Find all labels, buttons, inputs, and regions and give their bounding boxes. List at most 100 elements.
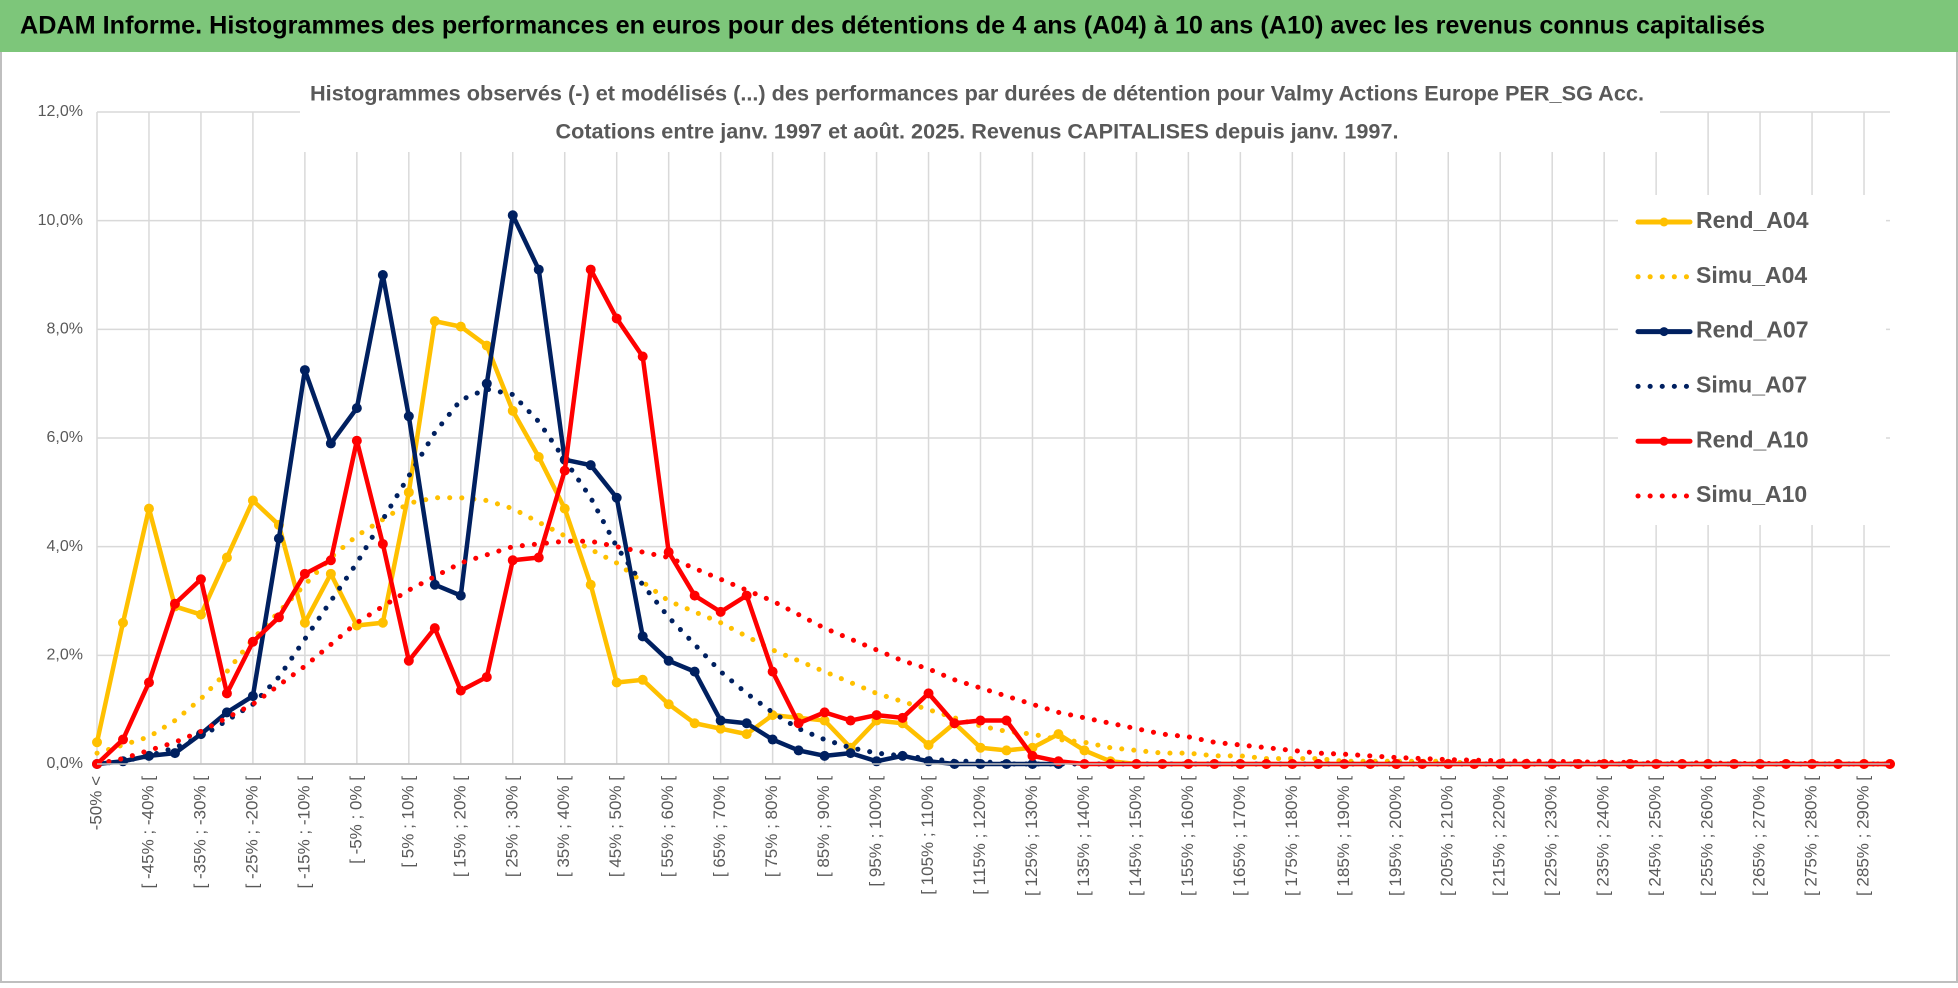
data-point bbox=[741, 729, 752, 740]
x-tick-label: [ 235% ; 240% [ bbox=[1594, 776, 1613, 896]
data-point bbox=[767, 666, 778, 677]
x-tick-label: -50% < bbox=[86, 776, 105, 830]
x-tick-label: [ -45% ; -40% [ bbox=[138, 776, 157, 889]
data-point bbox=[429, 579, 440, 590]
data-point bbox=[533, 264, 544, 275]
data-point bbox=[793, 745, 804, 756]
data-point bbox=[975, 715, 986, 726]
data-point bbox=[92, 737, 102, 748]
data-point bbox=[663, 547, 674, 558]
data-point bbox=[611, 492, 622, 503]
x-tick-label: [ 25% ; 30% [ bbox=[502, 776, 521, 877]
x-tick-label: [ 105% ; 110% [ bbox=[918, 776, 937, 895]
data-point bbox=[507, 405, 518, 416]
legend-label: Simu_A10 bbox=[1696, 481, 1807, 507]
data-point bbox=[221, 552, 232, 563]
data-point bbox=[663, 655, 674, 666]
data-point bbox=[637, 351, 648, 362]
x-tick-label: [ 185% ; 190% [ bbox=[1334, 776, 1353, 896]
data-point bbox=[195, 574, 206, 585]
legend-label: Simu_A07 bbox=[1696, 371, 1807, 397]
x-tick-label: [ 5% ; 10% [ bbox=[398, 776, 417, 868]
data-point bbox=[559, 503, 570, 514]
x-tick-label: [ 35% ; 40% [ bbox=[554, 776, 573, 877]
data-point bbox=[351, 435, 362, 446]
data-point bbox=[767, 734, 778, 745]
x-tick-label: [ 55% ; 60% [ bbox=[658, 776, 677, 877]
data-point bbox=[377, 617, 388, 628]
series-line bbox=[94, 386, 1893, 767]
data-point bbox=[1053, 729, 1064, 740]
x-tick-label: [ 95% ; 100% [ bbox=[866, 776, 885, 887]
data-point bbox=[507, 210, 518, 221]
data-point bbox=[845, 748, 856, 759]
data-point bbox=[247, 636, 258, 647]
data-point bbox=[247, 691, 258, 702]
x-tick-label: [ 85% ; 90% [ bbox=[814, 776, 833, 877]
data-point bbox=[845, 715, 856, 726]
x-tick-label: [ 115% ; 120% [ bbox=[970, 776, 989, 895]
data-point bbox=[455, 321, 466, 332]
y-tick-label: 12,0% bbox=[38, 103, 83, 120]
data-point bbox=[247, 495, 258, 506]
x-tick-label: [ -5% ; 0% [ bbox=[346, 776, 365, 864]
data-point bbox=[221, 688, 232, 699]
legend: Rend_A04 Simu_A04 Rend_A07 Simu_A07 Rend_A10… bbox=[1635, 207, 1809, 507]
x-tick-label: [ -35% ; -30% [ bbox=[190, 776, 209, 889]
data-point bbox=[481, 378, 492, 389]
data-point bbox=[1001, 745, 1012, 756]
data-point bbox=[715, 715, 726, 726]
x-tick-label: [ 275% ; 280% [ bbox=[1802, 776, 1821, 896]
data-point bbox=[507, 555, 518, 566]
chart-title: ADAM Informe. Histogrammes des performan… bbox=[20, 12, 1765, 40]
x-tick-label: [ 125% ; 130% [ bbox=[1022, 776, 1041, 896]
legend-label: Rend_A10 bbox=[1696, 426, 1808, 452]
data-point bbox=[637, 674, 648, 685]
data-point bbox=[1027, 750, 1038, 761]
data-point bbox=[325, 438, 336, 449]
x-tick-label: [ 265% ; 270% [ bbox=[1750, 776, 1769, 896]
data-point bbox=[689, 590, 700, 601]
x-tick-label: [ 145% ; 150% [ bbox=[1126, 776, 1145, 896]
data-point bbox=[585, 579, 596, 590]
data-point bbox=[897, 712, 908, 723]
y-tick-label: 4,0% bbox=[47, 538, 83, 555]
title-bar bbox=[0, 0, 1958, 52]
data-point bbox=[559, 465, 570, 476]
data-point bbox=[871, 710, 882, 721]
y-tick-label: 8,0% bbox=[47, 321, 83, 338]
legend-marker bbox=[1659, 217, 1669, 227]
x-tick-label: [ 245% ; 250% [ bbox=[1646, 776, 1665, 896]
data-point bbox=[221, 707, 232, 718]
x-tick-label: [ 15% ; 20% [ bbox=[450, 776, 469, 877]
x-tick-label: [ 155% ; 160% [ bbox=[1178, 776, 1197, 896]
x-tick-label: [ -25% ; -20% [ bbox=[242, 776, 261, 889]
y-tick-label: 2,0% bbox=[47, 647, 83, 664]
x-tick-label: [ 285% ; 290% [ bbox=[1853, 776, 1872, 896]
data-point bbox=[299, 568, 310, 579]
x-tick-label: [ 195% ; 200% [ bbox=[1386, 776, 1405, 896]
y-tick-label: 0,0% bbox=[47, 755, 83, 772]
data-point bbox=[195, 609, 206, 620]
y-tick-label: 10,0% bbox=[38, 212, 83, 229]
data-point bbox=[143, 677, 154, 688]
x-tick-label: [ 205% ; 210% [ bbox=[1438, 776, 1457, 896]
chart-subtitle: Histogrammes observés (-) et modélisés (… bbox=[310, 83, 1644, 106]
data-point bbox=[663, 699, 674, 710]
data-point bbox=[533, 452, 544, 463]
data-point bbox=[611, 677, 622, 688]
data-point bbox=[325, 555, 336, 566]
data-point bbox=[403, 411, 414, 422]
x-tick-label: [ 215% ; 220% [ bbox=[1490, 776, 1509, 896]
legend-label: Rend_A04 bbox=[1696, 207, 1809, 233]
data-point bbox=[429, 623, 440, 634]
data-point bbox=[715, 606, 726, 617]
legend-marker bbox=[1659, 327, 1669, 337]
data-point bbox=[143, 503, 154, 514]
data-point bbox=[1079, 745, 1090, 756]
data-point bbox=[637, 631, 648, 642]
data-point bbox=[689, 666, 700, 677]
x-tick-label: [ 75% ; 80% [ bbox=[762, 776, 781, 877]
legend-label: Simu_A04 bbox=[1696, 262, 1807, 288]
